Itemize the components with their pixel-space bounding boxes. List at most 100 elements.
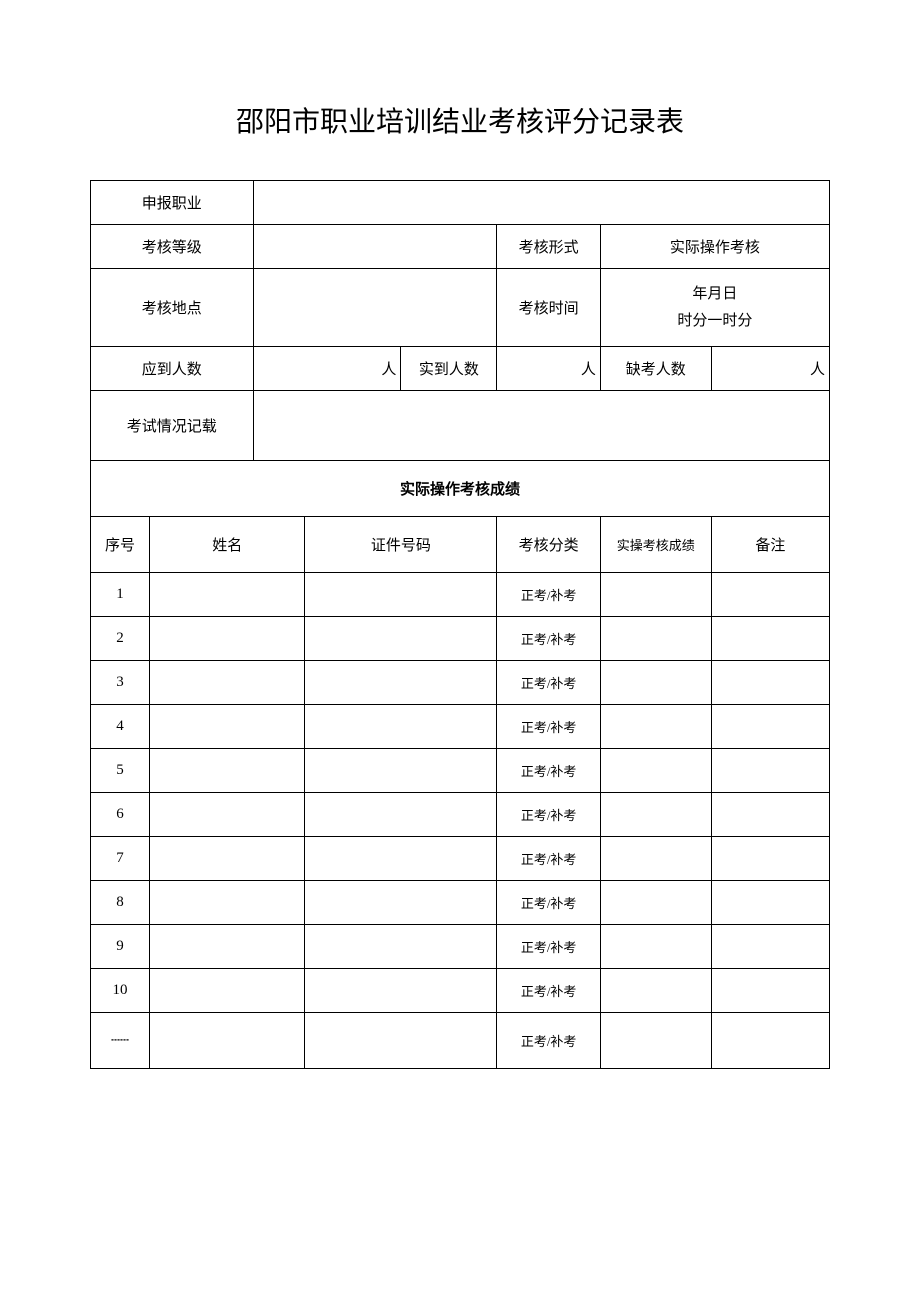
label-assessment-time: 考核时间 (497, 269, 600, 347)
cell-id-no (305, 749, 497, 793)
cell-name (150, 925, 305, 969)
label-assessment-level: 考核等级 (91, 225, 254, 269)
cell-name (150, 573, 305, 617)
cell-id-no (305, 573, 497, 617)
cell-name (150, 969, 305, 1013)
cell-remark (711, 837, 829, 881)
value-actual-count: 人 (497, 347, 600, 391)
cell-remark (711, 1013, 829, 1069)
label-exam-record: 考试情况记载 (91, 391, 254, 461)
cell-category: 正考/补考 (497, 573, 600, 617)
value-assessment-level (253, 225, 497, 269)
row-section-header: 实际操作考核成绩 (91, 461, 830, 517)
cell-seq: 1 (91, 573, 150, 617)
cell-remark (711, 793, 829, 837)
cell-name (150, 881, 305, 925)
cell-score (600, 925, 711, 969)
cell-id-no (305, 969, 497, 1013)
table-row: 4 正考/补考 (91, 705, 830, 749)
table-row: 8 正考/补考 (91, 881, 830, 925)
cell-id-no (305, 837, 497, 881)
table-row: 1 正考/补考 (91, 573, 830, 617)
cell-score (600, 749, 711, 793)
col-category: 考核分类 (497, 517, 600, 573)
cell-id-no (305, 925, 497, 969)
page-title: 邵阳市职业培训结业考核评分记录表 (90, 100, 830, 140)
value-expected-count: 人 (253, 347, 401, 391)
cell-category: 正考/补考 (497, 661, 600, 705)
cell-score (600, 793, 711, 837)
cell-id-no (305, 661, 497, 705)
cell-score (600, 969, 711, 1013)
table-row: 9正考/补考 (91, 925, 830, 969)
cell-category: 正考/补考 (497, 749, 600, 793)
row-location-time: 考核地点 考核时间 年月日 时分一时分 (91, 269, 830, 347)
cell-score (600, 837, 711, 881)
value-applied-occupation (253, 181, 829, 225)
cell-remark (711, 881, 829, 925)
col-seq: 序号 (91, 517, 150, 573)
label-applied-occupation: 申报职业 (91, 181, 254, 225)
cell-name (150, 793, 305, 837)
cell-score (600, 661, 711, 705)
label-absent-count: 缺考人数 (600, 347, 711, 391)
col-id-no: 证件号码 (305, 517, 497, 573)
score-section-title: 实际操作考核成绩 (91, 461, 830, 517)
cell-name (150, 837, 305, 881)
cell-remark (711, 661, 829, 705)
table-row: 5 正考/补考 (91, 749, 830, 793)
cell-category: 正考/补考 (497, 617, 600, 661)
cell-seq: 4 (91, 705, 150, 749)
label-expected-count: 应到人数 (91, 347, 254, 391)
cell-category: 正考/补考 (497, 881, 600, 925)
table-row: ┄┄正考/补考 (91, 1013, 830, 1069)
cell-seq: 7 (91, 837, 150, 881)
table-row: 2 正考/补考 (91, 617, 830, 661)
row-column-headers: 序号 姓名 证件号码 考核分类 实操考核成绩 备注 (91, 517, 830, 573)
cell-id-no (305, 793, 497, 837)
cell-score (600, 881, 711, 925)
cell-category: 正考/补考 (497, 969, 600, 1013)
cell-remark (711, 705, 829, 749)
row-level-form: 考核等级 考核形式 实际操作考核 (91, 225, 830, 269)
col-remark: 备注 (711, 517, 829, 573)
table-row: 6 正考/补考 (91, 793, 830, 837)
cell-seq: 9 (91, 925, 150, 969)
table-row: 3正考/补考 (91, 661, 830, 705)
row-occupation: 申报职业 (91, 181, 830, 225)
cell-seq: 5 (91, 749, 150, 793)
cell-remark (711, 573, 829, 617)
cell-score (600, 1013, 711, 1069)
cell-category: 正考/补考 (497, 837, 600, 881)
row-exam-record: 考试情况记载 (91, 391, 830, 461)
col-score: 实操考核成绩 (600, 517, 711, 573)
record-table: 申报职业 考核等级 考核形式 实际操作考核 考核地点 考核时间 年月日 时分一时… (90, 180, 830, 1069)
cell-remark (711, 749, 829, 793)
cell-score (600, 573, 711, 617)
value-assessment-location (253, 269, 497, 347)
cell-seq: ┄┄ (91, 1013, 150, 1069)
label-actual-count: 实到人数 (401, 347, 497, 391)
cell-seq: 6 (91, 793, 150, 837)
label-assessment-location: 考核地点 (91, 269, 254, 347)
row-counts: 应到人数 人 实到人数 人 缺考人数 人 (91, 347, 830, 391)
cell-id-no (305, 881, 497, 925)
label-assessment-form: 考核形式 (497, 225, 600, 269)
cell-category: 正考/补考 (497, 705, 600, 749)
value-exam-record (253, 391, 829, 461)
cell-id-no (305, 617, 497, 661)
table-row: 10正考/补考 (91, 969, 830, 1013)
cell-id-no (305, 1013, 497, 1069)
cell-remark (711, 969, 829, 1013)
cell-name (150, 661, 305, 705)
value-absent-count: 人 (711, 347, 829, 391)
cell-remark (711, 617, 829, 661)
table-row: 7 正考/补考 (91, 837, 830, 881)
cell-name (150, 705, 305, 749)
cell-seq: 2 (91, 617, 150, 661)
time-line1: 年月日 (601, 281, 829, 308)
cell-category: 正考/补考 (497, 793, 600, 837)
cell-name (150, 617, 305, 661)
time-line2: 时分一时分 (601, 308, 829, 335)
cell-seq: 8 (91, 881, 150, 925)
